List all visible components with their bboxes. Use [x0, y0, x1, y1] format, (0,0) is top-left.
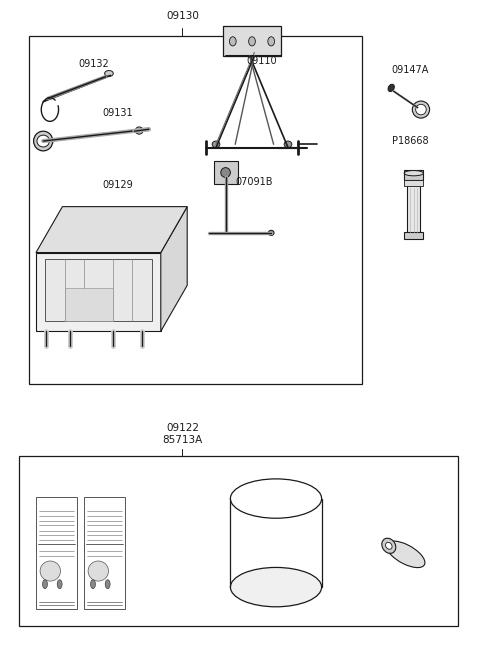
Ellipse shape: [34, 131, 53, 151]
Polygon shape: [36, 253, 161, 331]
Text: 09132: 09132: [78, 59, 109, 69]
Ellipse shape: [91, 580, 96, 588]
Ellipse shape: [88, 561, 108, 581]
Bar: [223, 26, 281, 56]
Ellipse shape: [43, 580, 48, 588]
Bar: [404, 232, 423, 239]
Bar: [404, 170, 423, 180]
Ellipse shape: [40, 561, 60, 581]
Ellipse shape: [268, 230, 274, 236]
Ellipse shape: [92, 311, 105, 319]
Ellipse shape: [57, 580, 62, 588]
Text: 09131: 09131: [102, 108, 133, 118]
Ellipse shape: [284, 141, 292, 148]
Bar: [214, 161, 238, 184]
Ellipse shape: [416, 104, 426, 115]
Ellipse shape: [212, 141, 220, 148]
Text: 85713A: 85713A: [162, 435, 203, 445]
Ellipse shape: [388, 84, 395, 92]
Polygon shape: [45, 259, 152, 321]
Ellipse shape: [230, 567, 322, 607]
Ellipse shape: [385, 543, 392, 549]
Polygon shape: [36, 207, 187, 253]
Ellipse shape: [135, 127, 143, 134]
Text: 09130: 09130: [166, 11, 199, 21]
Bar: [29, 36, 362, 384]
Ellipse shape: [229, 37, 236, 46]
Ellipse shape: [105, 70, 113, 76]
Bar: [84, 497, 125, 609]
Ellipse shape: [268, 37, 275, 46]
Ellipse shape: [37, 135, 49, 147]
Text: 09122: 09122: [166, 423, 199, 433]
Text: 09147A: 09147A: [392, 66, 429, 75]
Polygon shape: [65, 288, 113, 321]
Bar: [407, 177, 420, 233]
Text: 09129: 09129: [102, 180, 133, 190]
Polygon shape: [161, 207, 187, 331]
Ellipse shape: [105, 580, 110, 588]
Ellipse shape: [382, 538, 396, 554]
Text: 07091B: 07091B: [236, 177, 273, 187]
Text: 09110: 09110: [246, 56, 277, 66]
Bar: [19, 456, 458, 626]
Bar: [404, 180, 423, 186]
Ellipse shape: [249, 37, 255, 46]
Ellipse shape: [230, 479, 322, 518]
Ellipse shape: [412, 101, 430, 118]
Bar: [36, 497, 77, 609]
Ellipse shape: [404, 171, 423, 176]
Ellipse shape: [221, 167, 230, 178]
Text: P18668: P18668: [392, 136, 429, 146]
Ellipse shape: [386, 541, 425, 567]
